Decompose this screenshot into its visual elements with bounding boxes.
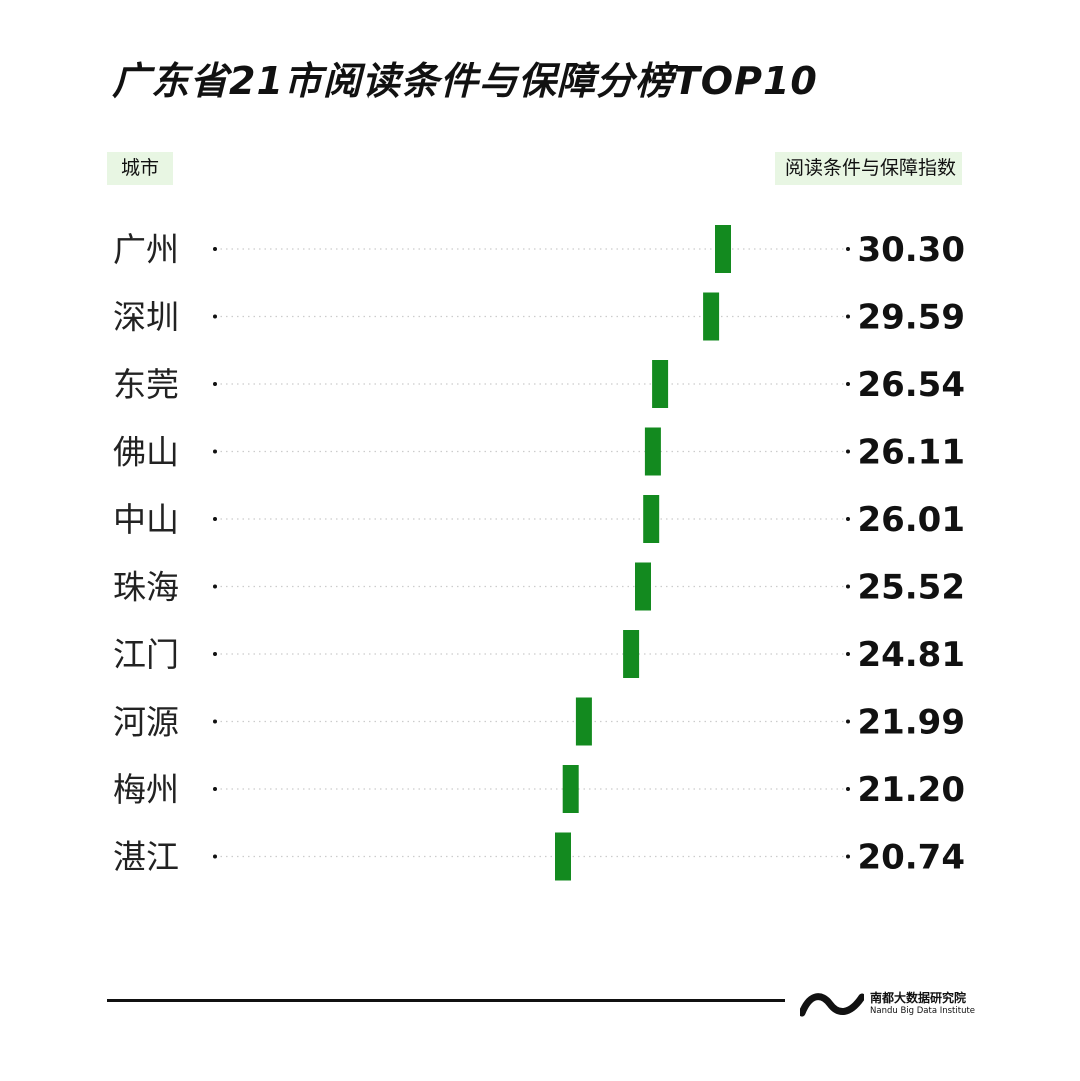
guide-dot-end-7 — [846, 719, 850, 724]
bar-0 — [715, 225, 731, 273]
bar-7 — [575, 697, 592, 746]
bar-8 — [562, 765, 579, 813]
city-label-7: 河源 — [113, 703, 179, 742]
org-name-cn: 南都大数据研究院 — [870, 991, 967, 1005]
nandu-logo-icon — [800, 993, 864, 1017]
guide-dot-end-0 — [846, 247, 850, 251]
guide-dot-end-9 — [846, 854, 850, 859]
org-logo: 南都大数据研究院 Nandu Big Data Institute — [800, 985, 975, 1025]
value-label-1: 29.59 — [857, 298, 965, 338]
city-label-8: 梅州 — [113, 770, 179, 809]
bar-1 — [703, 292, 720, 341]
city-label-1: 深圳 — [113, 298, 179, 337]
guide-dot-end-2 — [846, 382, 850, 386]
guide-dot-start-3 — [213, 449, 217, 454]
city-label-4: 中山 — [113, 500, 179, 539]
city-label-0: 广州 — [113, 230, 179, 269]
guide-dot-end-5 — [846, 584, 850, 589]
guide-dot-end-4 — [846, 517, 850, 521]
guide-dot-start-2 — [213, 382, 217, 386]
city-label-3: 佛山 — [113, 433, 179, 472]
guide-dot-start-6 — [213, 652, 217, 656]
value-label-0: 30.30 — [857, 230, 965, 270]
value-label-3: 26.11 — [857, 433, 965, 473]
city-label-9: 湛江 — [113, 838, 179, 877]
value-label-2: 26.54 — [857, 365, 965, 405]
value-label-9: 20.74 — [857, 838, 965, 878]
bar-4 — [643, 495, 660, 543]
column-header-city: 城市 — [107, 152, 174, 185]
city-label-5: 珠海 — [113, 568, 179, 607]
value-label-4: 26.01 — [857, 500, 965, 540]
bar-3 — [644, 427, 661, 476]
guide-dot-end-6 — [846, 652, 850, 656]
value-label-8: 21.20 — [857, 770, 965, 810]
guide-dot-end-3 — [846, 449, 850, 454]
footer-divider — [107, 999, 785, 1002]
guide-dot-start-7 — [213, 719, 217, 724]
org-name-en: Nandu Big Data Institute — [870, 1006, 976, 1016]
guide-dot-start-9 — [213, 854, 217, 859]
bar-5 — [635, 562, 651, 611]
city-label-6: 江门 — [113, 635, 179, 674]
value-label-7: 21.99 — [857, 703, 965, 743]
city-label-2: 东莞 — [113, 365, 179, 404]
bar-9 — [555, 832, 571, 881]
value-label-5: 25.52 — [857, 568, 965, 608]
guide-dot-start-1 — [213, 314, 217, 319]
guide-dot-end-8 — [846, 787, 850, 791]
guide-dot-start-8 — [213, 787, 217, 791]
guide-dot-start-4 — [213, 517, 217, 521]
chart-title: 广东省21市阅读条件与保障分榜TOP10 — [112, 59, 818, 103]
bar-2 — [652, 360, 669, 408]
guide-dot-start-5 — [213, 584, 217, 589]
column-header-index: 阅读条件与保障指数 — [774, 152, 962, 185]
guide-dot-end-1 — [846, 314, 850, 319]
bar-6 — [623, 630, 640, 678]
guide-dot-start-0 — [213, 247, 217, 251]
value-label-6: 24.81 — [857, 635, 965, 675]
